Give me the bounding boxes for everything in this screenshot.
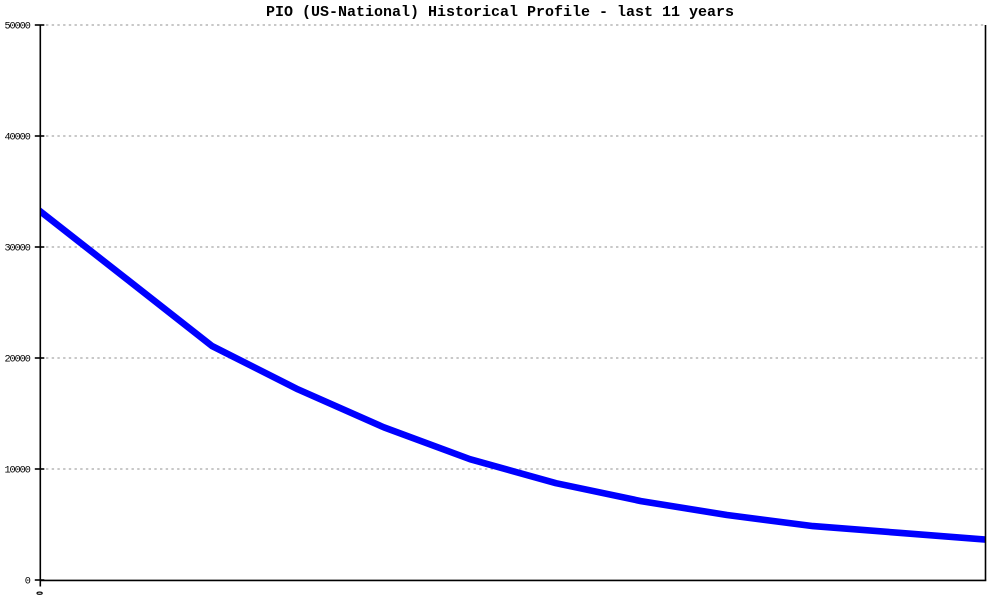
svg-text:0: 0 [25, 577, 31, 588]
svg-text:10000: 10000 [4, 466, 30, 477]
svg-text:20000: 20000 [4, 355, 30, 366]
svg-text:50000: 50000 [4, 22, 30, 33]
svg-text:40000: 40000 [4, 133, 30, 144]
svg-text:PIO (US-National) Historical P: PIO (US-National) Historical Profile - l… [266, 4, 734, 21]
svg-text:30000: 30000 [4, 244, 30, 255]
